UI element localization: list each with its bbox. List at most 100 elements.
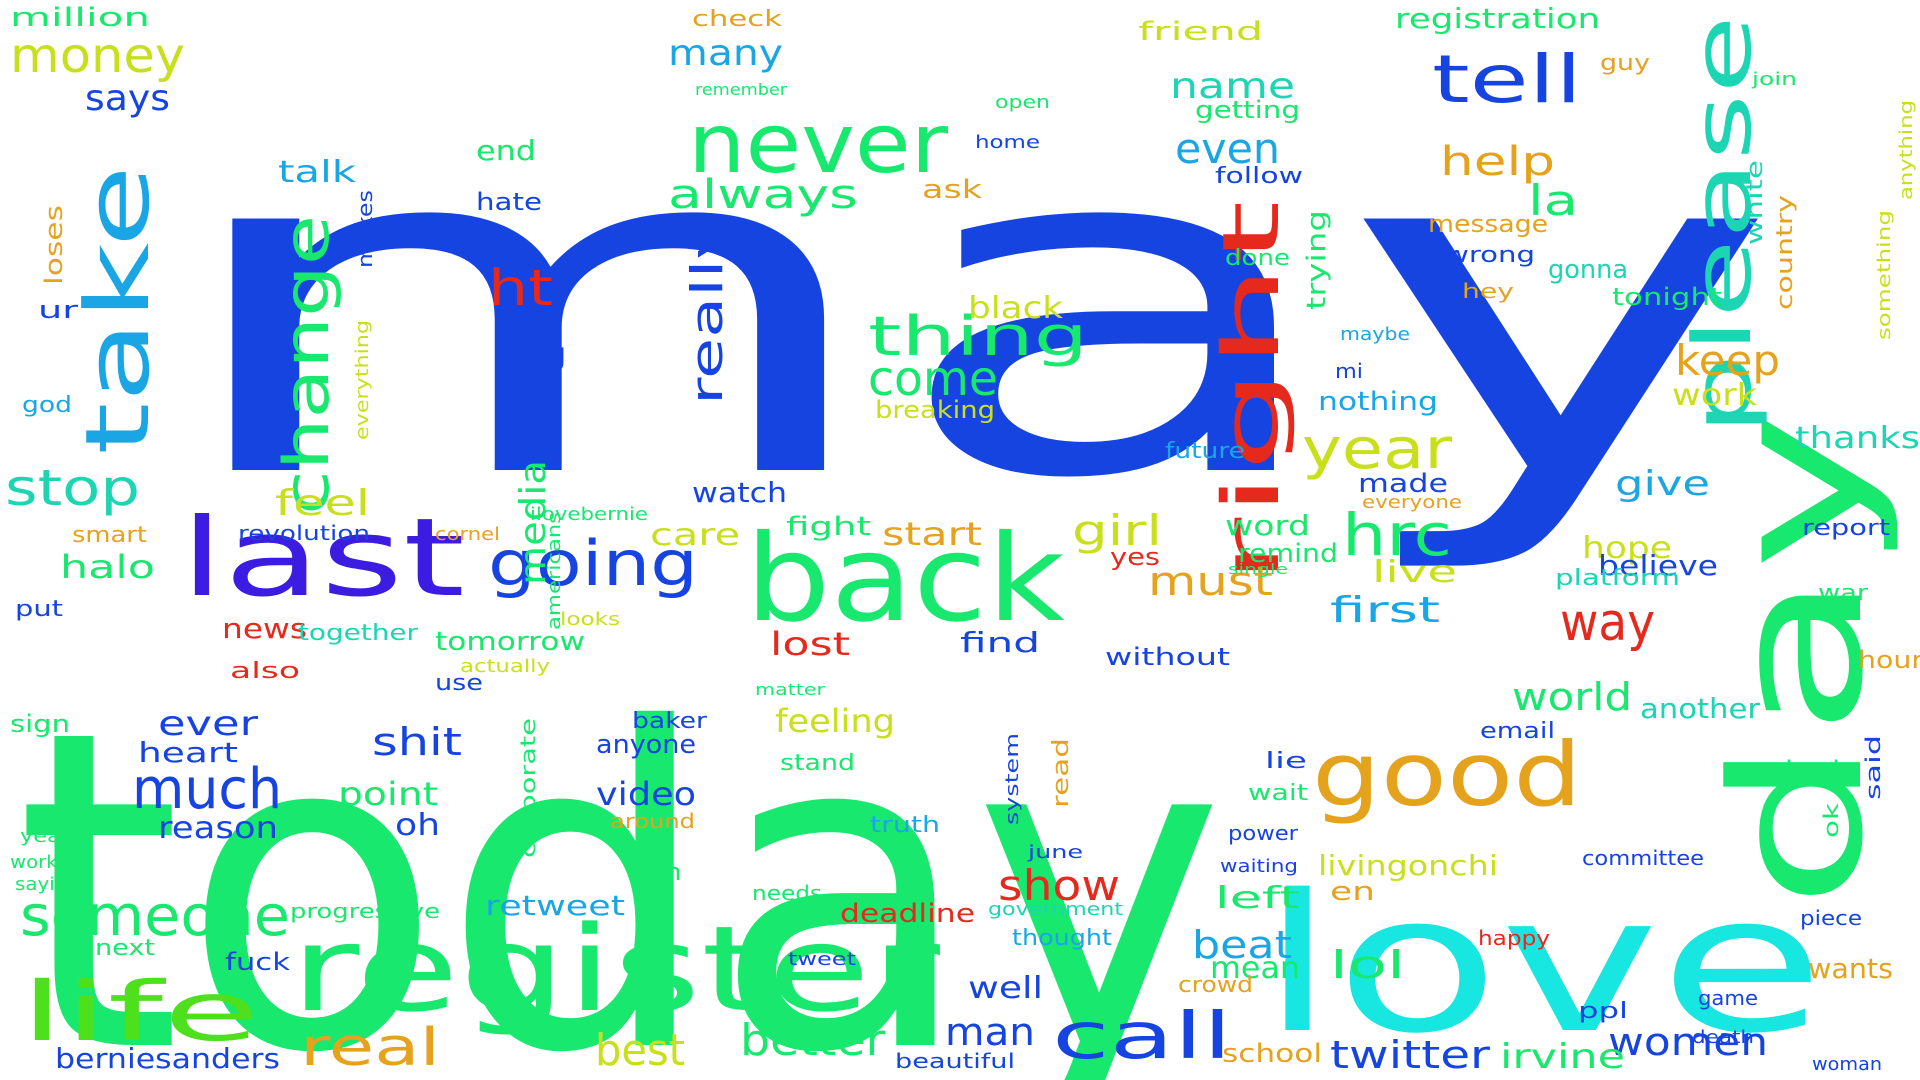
word-well: well xyxy=(968,971,1043,1006)
word-message: message xyxy=(1428,210,1548,238)
word-wrong: wrong xyxy=(1445,243,1535,268)
word-hrc: hrc xyxy=(1342,501,1452,569)
word-future: future xyxy=(1165,439,1245,464)
word-government: government xyxy=(988,899,1123,920)
word-run: run xyxy=(632,858,682,886)
word-day: day xyxy=(1694,410,1903,910)
word-everything: everything xyxy=(352,320,373,440)
word-talk: talk xyxy=(278,155,357,190)
word-revolution: revolution xyxy=(238,521,370,545)
word-real: real xyxy=(300,1018,440,1078)
word-looks: looks xyxy=(560,609,620,630)
word-lost: lost xyxy=(770,625,850,663)
word-join: join xyxy=(1751,69,1797,90)
word-believe: believe xyxy=(1598,549,1718,582)
word-hope: hope xyxy=(1582,531,1672,566)
word-americans: americans xyxy=(544,512,565,630)
word-remind: remind xyxy=(1238,539,1338,569)
word-cornel: cornel xyxy=(435,524,500,545)
word-fight: fight xyxy=(786,512,871,542)
word-country: country xyxy=(1773,195,1798,310)
word-en: en xyxy=(1330,877,1375,907)
word-war: war xyxy=(1818,581,1869,606)
word-crowd: crowd xyxy=(1178,973,1253,998)
word-oh: oh xyxy=(395,808,440,843)
word-best: best xyxy=(595,1025,685,1076)
word-better: better xyxy=(740,1015,886,1066)
word-wants: wants xyxy=(1808,952,1893,985)
word-feeling: feeling xyxy=(775,702,895,740)
word-read: read xyxy=(1049,738,1074,808)
word-open: open xyxy=(995,92,1050,113)
word-way: way xyxy=(1560,593,1655,653)
word-single: single xyxy=(1228,562,1288,578)
word-trying: trying xyxy=(1302,210,1332,310)
word-actually: actually xyxy=(460,656,550,677)
word-register: register xyxy=(290,900,941,1038)
word-around: around xyxy=(610,809,695,833)
word-game: game xyxy=(1698,986,1758,1010)
word-loses: loses xyxy=(40,205,68,285)
word-put: put xyxy=(15,597,63,622)
word-heart: heart xyxy=(138,736,238,769)
word-truth: truth xyxy=(870,813,940,838)
word-done: done xyxy=(1225,246,1290,271)
word-life: life xyxy=(20,965,260,1060)
word-must: must xyxy=(1148,559,1273,605)
word-work: work xyxy=(1672,378,1758,413)
word-irvine: irvine xyxy=(1500,1037,1625,1077)
word-something: something xyxy=(1874,210,1895,340)
word-find: find xyxy=(960,626,1040,659)
word-friend: friend xyxy=(1138,17,1263,47)
word-money: money xyxy=(10,28,185,84)
word-thought: thought xyxy=(1012,926,1112,951)
word-next: next xyxy=(95,936,155,961)
word-follow: follow xyxy=(1215,164,1303,189)
word-system: system xyxy=(1002,733,1023,825)
word-always: always xyxy=(668,172,858,218)
word-word: word xyxy=(1225,509,1310,542)
word-home: home xyxy=(975,132,1040,153)
word-anything: anything xyxy=(1896,100,1917,200)
word-guy: guy xyxy=(1600,51,1650,76)
word-may: may xyxy=(165,44,1780,579)
word-care: care xyxy=(650,518,740,553)
word-breaking: breaking xyxy=(875,396,995,424)
word-someone: someone xyxy=(20,884,290,949)
word-show: show xyxy=(998,861,1120,910)
word-shit: shit xyxy=(372,720,462,764)
word-waiting: waiting xyxy=(1220,856,1298,877)
word-women: women xyxy=(1608,1020,1768,1064)
word-thing: thing xyxy=(868,305,1088,368)
word-registration: registration xyxy=(1395,2,1600,35)
word-lie: lie xyxy=(1265,749,1307,774)
word-hey: hey xyxy=(1462,279,1514,303)
word-ask: ask xyxy=(922,175,982,205)
word-smart: smart xyxy=(72,523,147,548)
word-stop: stop xyxy=(5,459,140,517)
word-halo: halo xyxy=(60,548,155,586)
word-thanks: thanks xyxy=(1795,421,1920,456)
word-says: says xyxy=(85,78,170,119)
word-even: even xyxy=(1175,124,1280,173)
word-lol: lol xyxy=(1330,943,1405,987)
word-yeah: yeah xyxy=(20,826,75,847)
word-change: change xyxy=(270,215,343,515)
word-mi: mi xyxy=(1335,359,1363,383)
word-getting: getting xyxy=(1195,96,1300,124)
word-right: right xyxy=(1207,200,1297,585)
word-left: left xyxy=(1215,881,1300,916)
word-woman: woman xyxy=(1812,1054,1882,1075)
word-also: also xyxy=(230,659,300,684)
word-call: call xyxy=(1052,1000,1232,1074)
word-give: give xyxy=(1615,464,1710,504)
word-said: said xyxy=(1861,735,1885,800)
word-anyone: anyone xyxy=(596,730,696,760)
word-much: much xyxy=(132,757,282,822)
word-fuck: fuck xyxy=(225,948,290,976)
word-going: going xyxy=(488,527,698,600)
word-love: love xyxy=(1260,854,1825,1075)
word-power: power xyxy=(1228,821,1299,845)
word-working: working xyxy=(10,852,88,873)
